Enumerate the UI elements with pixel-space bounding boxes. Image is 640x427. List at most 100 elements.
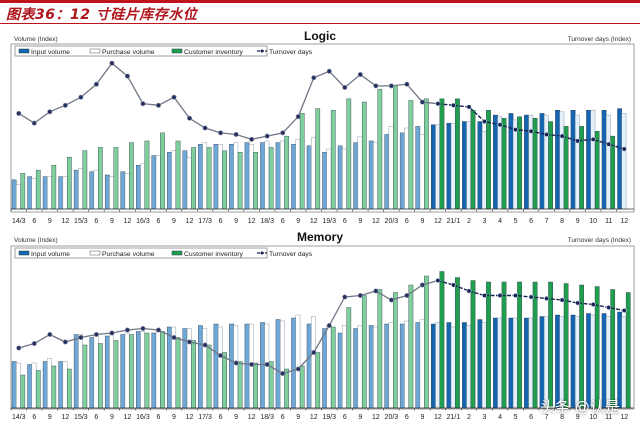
purchase-volume-bar [295,139,301,210]
x-tick-label: 9 [48,218,52,225]
purchase-volume-bar [621,316,627,409]
x-tick-label: 20/3 [385,218,399,225]
input-volume-bar [462,322,467,409]
x-tick-label: 6 [219,218,223,225]
x-tick-label: 4 [498,218,502,225]
input-volume-bar [477,121,483,210]
input-volume-bar [555,314,560,409]
customer-inventory-bar [361,101,367,210]
customer-inventory-bar [35,169,41,210]
figure-title: 图表36：12 寸硅片库存水位 [6,7,198,23]
purchase-volume-bar [606,316,611,409]
purchase-volume-bar [543,316,549,409]
customer-inventory-bar [175,140,181,210]
customer-inventory-bar [470,109,476,210]
turnover-days-point [482,119,488,125]
x-tick-label: 12 [372,218,380,225]
customer-inventory-bar [439,271,445,409]
turnover-days-point [497,292,503,298]
x-tick-label: 9 [48,414,52,421]
turnover-days-point [109,330,115,336]
turnover-days-point [295,114,301,120]
customer-inventory-bar [160,331,165,409]
turnover-days-point [590,301,596,307]
purchase-volume-bar [233,142,239,210]
input-volume-bar [493,317,498,409]
customer-inventory-bar [315,108,321,210]
customer-inventory-bar [377,88,383,210]
legend: Input volume Purchase volume Customer inve… [14,45,313,57]
turnover-days-point [218,352,224,358]
input-volume-bar [462,121,467,210]
turnover-days-point [575,300,581,306]
input-volume-bar [430,124,436,210]
customer-inventory-bar [361,295,367,409]
turnover-days-point [202,342,208,348]
legend-customer-inventory-swatch [171,250,183,256]
x-tick-label: 16/3 [136,414,150,421]
purchase-volume-bar [47,358,52,409]
x-tick-label: 12 [620,414,628,421]
customer-inventory-bar [144,332,150,409]
turnover-days-point [202,125,208,131]
customer-inventory-bar [393,85,398,210]
turnover-days-point [187,339,193,345]
customer-inventory-bar [501,281,507,409]
turnover-days-point [497,122,503,128]
purchase-volume-bar [543,114,549,210]
customer-inventory-bar [191,340,196,409]
purchase-volume-bar [155,155,161,210]
purchase-volume-bar [497,116,503,210]
purchase-volume-bar [357,135,363,210]
customer-inventory-bar [253,362,258,409]
x-tick-label: 5 [514,414,518,421]
turnover-days-point [419,99,425,105]
x-tick-label: 12 [248,218,256,225]
customer-inventory-bar [66,368,72,409]
x-tick-label: 8 [560,218,564,225]
customer-inventory-bar [486,281,491,409]
turnover-days-point [16,345,22,351]
purchase-volume-bar [450,326,456,409]
customer-inventory-bar [579,126,585,210]
purchase-volume-bar [217,143,223,210]
input-volume-bar [27,176,33,210]
customer-inventory-bar [346,98,352,210]
input-volume-bar [244,323,250,409]
input-volume-bar [539,113,545,210]
input-volume-bar [337,145,343,210]
input-volume-bar [58,176,64,210]
purchase-volume-bar [62,176,68,210]
input-volume-bar [601,313,607,409]
customer-inventory-bar [299,365,305,409]
customer-inventory-bar [237,361,243,409]
input-volume-bar [42,361,48,409]
purchase-volume-bar [140,163,146,210]
turnover-days-point [450,282,456,288]
customer-inventory-bar [315,352,321,409]
turnover-days-line [18,279,439,375]
customer-inventory-bar [222,352,227,409]
x-tick-label: 6 [281,414,285,421]
purchase-volume-bar [326,325,332,409]
x-tick-label: 9 [358,218,362,225]
turnover-days-point [171,94,177,100]
x-tick-label: 9 [358,414,362,421]
x-tick-label: 5 [514,218,518,225]
turnover-days-point [326,322,332,328]
input-volume-bar [415,322,421,409]
customer-inventory-bar [594,131,600,210]
purchase-volume-bar [404,127,409,210]
turnover-days-point [124,73,130,79]
customer-inventory-bar [408,100,414,210]
turnover-days-point [606,141,612,147]
customer-inventory-bar [268,361,274,409]
purchase-volume-bar [575,114,580,210]
customer-inventory-bar [113,147,119,210]
turnover-days-point [559,297,565,303]
turnover-days-point [280,130,286,136]
x-tick-label: 15/3 [74,414,88,421]
x-tick-label: 12 [61,414,69,421]
input-volume-bar [601,109,607,210]
input-volume-bar [493,114,498,210]
